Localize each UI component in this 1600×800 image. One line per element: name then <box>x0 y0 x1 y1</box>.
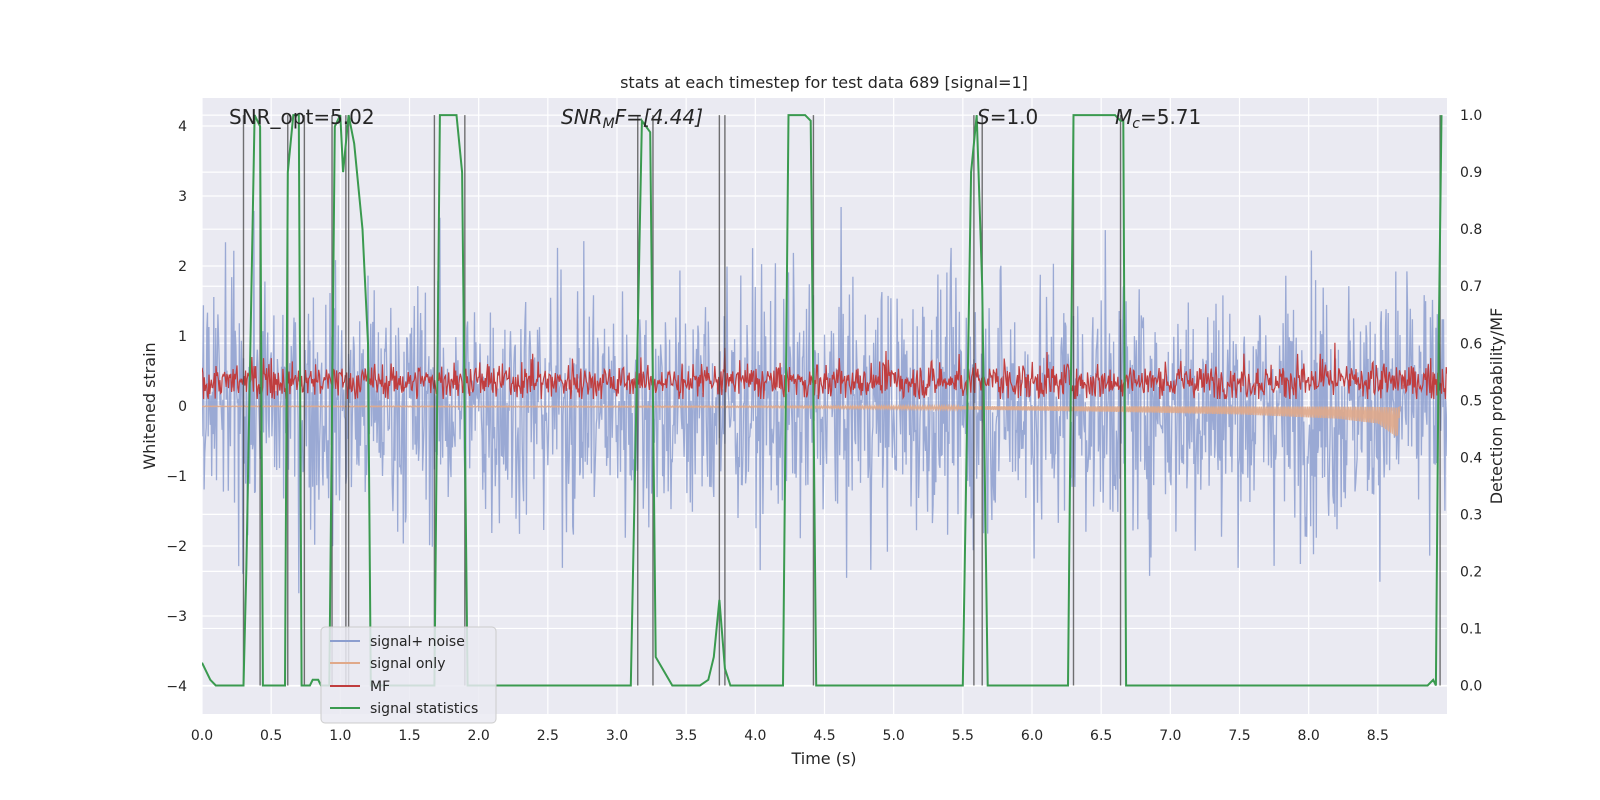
y-right-axis-label: Detection probability/MF <box>1487 308 1506 505</box>
x-tick-label: 0.0 <box>191 728 213 744</box>
x-tick-label: 7.5 <box>1228 728 1250 744</box>
chart-title: stats at each timestep for test data 689… <box>620 73 1028 92</box>
signal-statistics-line <box>202 114 1443 687</box>
y-right-tick-label: 0.4 <box>1460 450 1482 466</box>
y-tick-label: −3 <box>166 609 187 625</box>
x-tick-label: 4.5 <box>813 728 835 744</box>
x-tick-label: 6.5 <box>1090 728 1112 744</box>
x-tick-label: 1.0 <box>329 728 351 744</box>
y-axis-label: Whitened strain <box>140 342 159 469</box>
x-tick-label: 1.5 <box>398 728 420 744</box>
y-tick-label: 4 <box>178 119 187 135</box>
y-right-tick-label: 0.7 <box>1460 279 1482 295</box>
legend: signal+ noise signal only MF signal stat… <box>320 626 497 724</box>
y-right-tick-label: 0.5 <box>1460 393 1482 409</box>
y-tick-label: 2 <box>178 259 187 275</box>
mf-line <box>202 342 1447 400</box>
y-tick-label: −1 <box>166 469 187 485</box>
y-right-tick-label: 0.8 <box>1460 222 1482 238</box>
y-right-tick-label: 0.9 <box>1460 165 1482 181</box>
signal-noise-line <box>202 206 1447 594</box>
x-tick-label: 5.5 <box>952 728 974 744</box>
x-axis-label: Time (s) <box>790 749 856 768</box>
y-right-tick-labels: 1.0 0.9 0.8 0.7 0.6 0.5 0.4 0.3 0.2 0.1 0.0 <box>1460 108 1482 694</box>
annotation-mc: Mc=5.71 <box>1115 105 1201 132</box>
y-right-tick-label: 0.0 <box>1460 678 1482 694</box>
annotation-snr-mf: SNRMF=[4.44] <box>561 105 703 132</box>
y-right-tick-label: 1.0 <box>1460 108 1482 124</box>
y-tick-label: −4 <box>166 679 187 695</box>
annotation-s: S=1.0 <box>977 105 1038 129</box>
x-tick-label: 6.0 <box>1021 728 1043 744</box>
x-tick-label: 2.5 <box>537 728 559 744</box>
x-tick-labels: 0.0 0.5 1.0 1.5 2.0 2.5 3.0 3.5 4.0 4.5 5.0 5.5 6.0 6… <box>191 728 1389 744</box>
y-tick-label: 0 <box>178 399 187 415</box>
x-tick-label: 3.5 <box>675 728 697 744</box>
x-tick-label: 5.0 <box>883 728 905 744</box>
y-right-tick-label: 0.2 <box>1460 564 1482 580</box>
legend-label-mf: MF <box>370 679 390 695</box>
y-right-tick-label: 0.1 <box>1460 621 1482 637</box>
y-right-tick-label: 0.3 <box>1460 507 1482 523</box>
x-tick-label: 8.0 <box>1298 728 1320 744</box>
x-tick-label: 8.5 <box>1367 728 1389 744</box>
legend-label-signal-only: signal only <box>370 656 445 672</box>
mf-series <box>202 342 1447 400</box>
x-tick-label: 7.0 <box>1159 728 1181 744</box>
y-right-tick-label: 0.6 <box>1460 336 1482 352</box>
signal-statistics-series <box>202 114 1443 687</box>
x-tick-label: 4.0 <box>744 728 766 744</box>
annotation-snr-opt: SNR_opt=5.02 <box>229 105 375 129</box>
signal-only-line <box>202 403 1401 437</box>
y-tick-labels: 4 3 2 1 0 −1 −2 −3 −4 <box>166 119 187 695</box>
legend-label-signal-noise: signal+ noise <box>370 634 465 650</box>
signal-only-series <box>202 403 1401 437</box>
x-tick-label: 2.0 <box>468 728 490 744</box>
signal-noise-series <box>202 206 1447 594</box>
y-tick-label: −2 <box>166 539 187 555</box>
legend-box <box>320 626 497 724</box>
y-tick-label: 1 <box>178 329 187 345</box>
legend-label-signal-statistics: signal statistics <box>370 701 478 717</box>
x-tick-label: 0.5 <box>260 728 282 744</box>
y-tick-label: 3 <box>178 189 187 205</box>
x-tick-label: 3.0 <box>606 728 628 744</box>
